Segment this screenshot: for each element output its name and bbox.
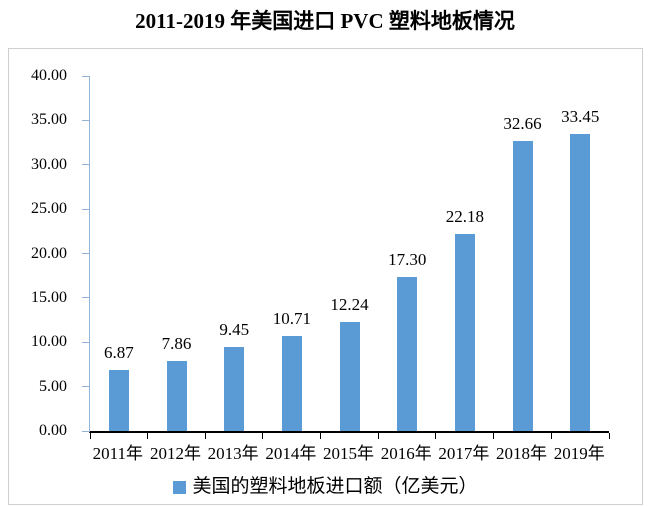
bar-2017 (454, 234, 475, 431)
x-axis-label-2011: 2011年 (92, 444, 144, 463)
x-tick-mark (204, 433, 206, 439)
x-axis-label-2018: 2018年 (496, 444, 548, 463)
bar-2012 (166, 361, 187, 431)
x-axis-labels: 2011年 2012年 2013年 2014年 2015年 2016年 2017年 2018年… (89, 444, 608, 464)
x-axis-label-2013: 2013年 (207, 444, 259, 463)
bar-slot-2013: 9.45 (205, 76, 263, 431)
bar-2013 (224, 347, 245, 431)
legend: 美国的塑料地板进口额（亿美元） (9, 476, 642, 498)
bar-value-label-2017: 22.18 (445, 207, 484, 227)
bar-slot-2012: 7.86 (148, 76, 206, 431)
y-axis-tick-label: 35.00 (31, 111, 67, 129)
bar-value-label-2011: 6.87 (103, 343, 134, 363)
bar-value-label-2013: 9.45 (219, 320, 250, 340)
bar-slot-2017: 22.18 (436, 76, 494, 431)
bars-container: 6.87 7.86 9.45 10.71 12.24 17.30 22.18 32.66 33.… (90, 76, 609, 431)
legend-label: 美国的塑料地板进口额（亿美元） (192, 476, 478, 497)
x-tick-mark (320, 433, 322, 439)
y-axis-tick-label: 25.00 (31, 200, 67, 218)
bar-value-label-2015: 12.24 (330, 295, 369, 315)
bar-slot-2015: 12.24 (321, 76, 379, 431)
y-axis-tick-label: 0.00 (39, 422, 67, 439)
legend-swatch-icon (173, 480, 187, 494)
y-tick-mark (82, 164, 90, 166)
bar-slot-2011: 6.87 (90, 76, 148, 431)
y-tick-mark (82, 253, 90, 254)
x-axis-label-2017: 2017年 (438, 444, 490, 463)
x-axis-label-2015: 2015年 (323, 444, 375, 463)
y-axis-labels: 40.00 35.00 30.00 25.00 20.00 15.00 10.00 5.00 0… (9, 68, 67, 439)
bar-value-label-2016: 17.30 (388, 250, 427, 270)
y-axis-tick-label: 5.00 (39, 377, 67, 395)
y-tick-mark (82, 297, 90, 299)
y-tick-mark (82, 386, 90, 388)
x-tick-mark (147, 433, 149, 439)
y-tick-mark (82, 430, 90, 432)
x-tick-mark (435, 433, 437, 439)
y-axis-tick-label: 20.00 (31, 244, 67, 262)
chart-frame: 40.00 35.00 30.00 25.00 20.00 15.00 10.00 5.00 0… (8, 48, 643, 505)
bar-2019 (570, 134, 591, 431)
bar-slot-2018: 32.66 (494, 76, 552, 431)
bar-2014 (281, 335, 302, 431)
x-axis-label-2019: 2019年 (553, 444, 605, 463)
chart-title: 2011-2019 年美国进口 PVC 塑料地板情况 (135, 9, 515, 33)
bar-2016 (397, 277, 418, 431)
x-axis-label-2012: 2012年 (150, 444, 201, 463)
x-tick-mark (262, 433, 264, 439)
x-tick-mark (89, 433, 91, 439)
y-tick-mark (82, 341, 90, 343)
bar-value-label-2012: 7.86 (161, 334, 192, 354)
bar-2015 (339, 322, 360, 431)
bar-2018 (512, 141, 533, 431)
x-tick-mark (608, 433, 610, 439)
bar-value-label-2018: 32.66 (503, 114, 542, 134)
bar-value-label-2019: 33.45 (561, 107, 600, 127)
bar-slot-2019: 33.45 (551, 76, 609, 431)
y-axis-tick-label: 15.00 (31, 288, 67, 306)
x-tick-mark (550, 433, 552, 439)
bar-slot-2014: 10.71 (263, 76, 321, 431)
x-axis-label-2014: 2014年 (265, 444, 317, 463)
x-tick-mark (377, 433, 379, 439)
bar-2011 (108, 370, 129, 431)
y-axis-tick-label: 30.00 (31, 155, 67, 173)
y-axis-tick-label: 10.00 (31, 333, 67, 351)
y-tick-mark (82, 208, 90, 210)
y-axis-tick-label: 40.00 (31, 67, 67, 84)
x-tick-mark (493, 433, 495, 439)
y-tick-mark (82, 75, 90, 77)
x-axis-label-2016: 2016年 (380, 444, 432, 463)
bar-value-label-2014: 10.71 (272, 308, 311, 328)
y-tick-mark (82, 119, 90, 121)
plot-area: 6.87 7.86 9.45 10.71 12.24 17.30 22.18 32.66 33.… (82, 75, 610, 439)
bar-slot-2016: 17.30 (378, 76, 436, 431)
